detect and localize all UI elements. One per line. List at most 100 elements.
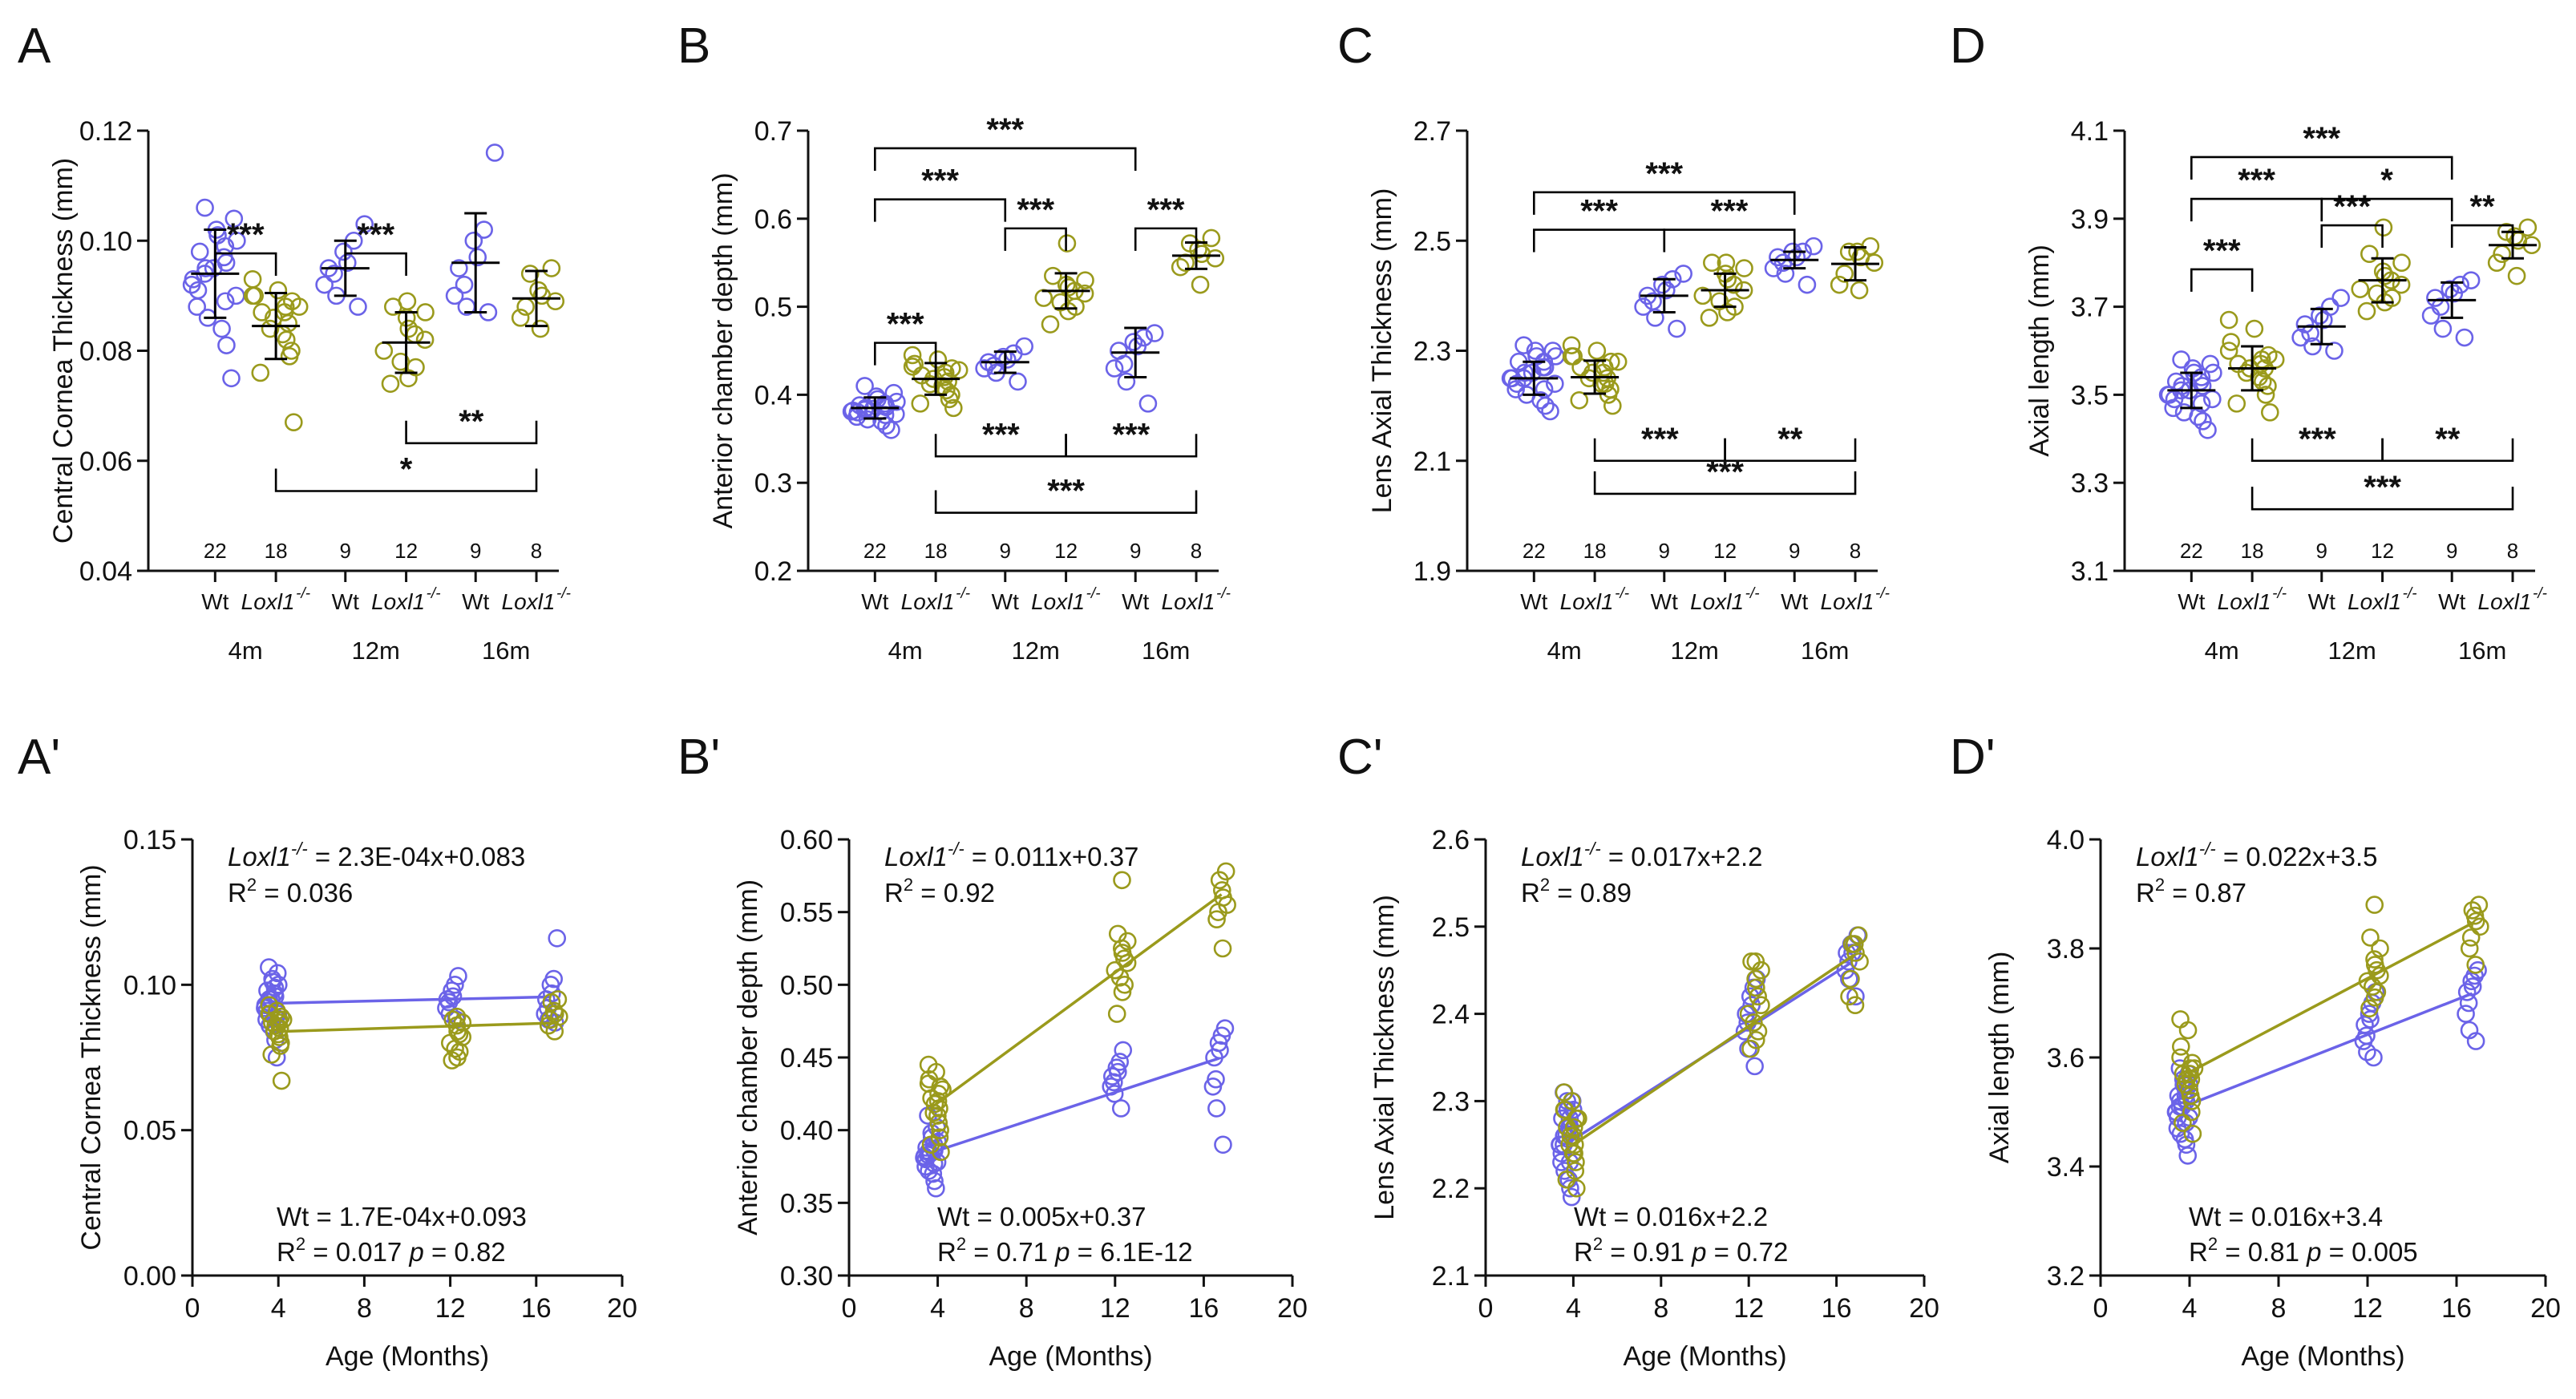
category-label-wt: Wt: [861, 589, 888, 614]
data-point: [2174, 1114, 2192, 1132]
panel-letter: D: [1950, 18, 1986, 74]
category-label-ko: Loxl1: [2348, 589, 2401, 614]
x-axis-title: Age (Months): [326, 1341, 489, 1372]
significance-bracket: [2320, 224, 2384, 249]
data-point: [1561, 1179, 1579, 1198]
y-tick-label: 0.5: [754, 293, 792, 323]
y-tick-label: 0.10: [79, 226, 132, 257]
data-point: [399, 319, 419, 338]
significance-bracket: [1134, 227, 1198, 251]
significance-bracket: [1663, 228, 1796, 253]
data-point: [2351, 280, 2370, 298]
n-label: 9: [340, 539, 351, 563]
regression-line: [1570, 953, 1855, 1148]
data-point: [1214, 1135, 1232, 1154]
data-point: [1192, 245, 1211, 264]
ko-r2: R2 = 0.92: [884, 875, 995, 908]
significance-label: *: [400, 451, 413, 487]
category-label-ko-sup: -/-: [296, 585, 310, 602]
significance-bracket: [1593, 471, 1857, 495]
data-point: [1207, 1069, 1225, 1089]
significance-label: ***: [357, 217, 394, 253]
data-point: [2303, 337, 2322, 356]
data-point: [2357, 301, 2376, 321]
category-label-ko-sup: -/-: [1875, 585, 1890, 602]
y-tick-label: 0.40: [780, 1116, 833, 1146]
age-label: 4m: [228, 637, 263, 665]
significance-label: **: [459, 404, 484, 439]
significance-label: ***: [2203, 233, 2241, 269]
data-point: [2325, 342, 2343, 360]
data-point: [2360, 245, 2379, 264]
x-tick-label: 20: [607, 1293, 637, 1324]
y-tick-label: 2.1: [1432, 1261, 1470, 1292]
data-point: [544, 969, 563, 989]
data-point: [2364, 1048, 2383, 1067]
significance-bracket: [874, 342, 937, 366]
data-point: [448, 1022, 467, 1041]
x-tick-label: 4: [930, 1293, 945, 1324]
y-tick-label: 0.7: [754, 116, 792, 147]
x-tick-label: 4: [2182, 1293, 2198, 1324]
y-tick-label: 3.4: [2047, 1152, 2085, 1183]
y-tick-label: 0.00: [123, 1261, 176, 1292]
data-point: [485, 144, 504, 162]
data-point: [272, 1007, 290, 1026]
data-point: [2219, 342, 2238, 360]
y-axis-title: Central Cornea Thickness (mm): [76, 864, 107, 1250]
data-point: [2360, 999, 2379, 1018]
data-point: [1057, 234, 1077, 253]
data-point: [381, 374, 400, 393]
y-tick-label: 0.35: [780, 1188, 833, 1219]
x-tick-label: 12: [1100, 1293, 1130, 1324]
age-label: 12m: [352, 637, 400, 665]
significance-bracket: [2190, 268, 2254, 292]
data-point: [1747, 978, 1765, 997]
data-point: [1746, 952, 1765, 971]
data-point: [928, 1106, 947, 1125]
wt-r2-p: R2 = 0.81 p = 0.005: [2189, 1234, 2418, 1267]
data-point: [453, 1028, 471, 1046]
data-point: [315, 275, 334, 294]
data-point: [882, 421, 900, 439]
data-point: [1558, 1092, 1576, 1110]
data-point: [196, 198, 214, 217]
data-point: [253, 303, 271, 321]
data-point: [1846, 944, 1865, 962]
x-axis-title: Age (Months): [2241, 1341, 2404, 1372]
data-point: [2461, 928, 2481, 947]
significance-label: ***: [2364, 470, 2401, 505]
data-point: [216, 292, 235, 311]
data-point: [905, 354, 924, 374]
category-label-wt: Wt: [462, 589, 489, 614]
y-tick-label: 4.0: [2047, 825, 2085, 855]
data-point: [2392, 275, 2411, 294]
data-point: [1850, 281, 1869, 300]
data-point: [398, 292, 417, 311]
data-point: [1804, 237, 1823, 256]
data-point: [285, 413, 303, 432]
data-point: [2469, 896, 2489, 914]
data-point: [1110, 342, 1128, 360]
data-point: [1735, 259, 1753, 277]
data-point: [919, 1055, 938, 1074]
n-label: 9: [2446, 539, 2457, 563]
data-point: [2457, 1005, 2475, 1023]
data-point: [325, 265, 343, 283]
data-point: [1842, 969, 1860, 989]
data-point: [464, 231, 483, 250]
data-point: [1840, 987, 1858, 1006]
data-point: [544, 1001, 564, 1021]
data-point: [929, 1114, 948, 1132]
data-point: [272, 1071, 291, 1090]
regression-line: [272, 995, 552, 1005]
data-point: [1171, 257, 1190, 277]
y-tick-label: 3.9: [2071, 204, 2109, 235]
wt-r2-p: R2 = 0.91 p = 0.72: [1574, 1234, 1788, 1267]
data-point: [2181, 1065, 2199, 1083]
y-tick-label: 3.5: [2071, 380, 2109, 410]
data-point: [1212, 881, 1231, 900]
data-point: [1207, 1099, 1226, 1118]
regression-line: [2182, 992, 2473, 1109]
data-point: [1113, 983, 1132, 1001]
